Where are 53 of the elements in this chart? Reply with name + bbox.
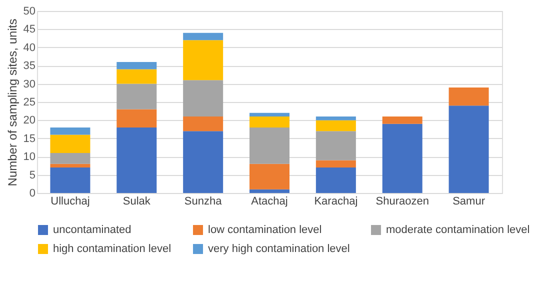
y-axis-title: Number of sampling sites, units xyxy=(5,18,20,186)
y-tick-label: 0 xyxy=(29,188,36,200)
bar xyxy=(183,32,224,40)
bar xyxy=(316,120,356,132)
bar xyxy=(250,112,290,117)
y-tick-label: 10 xyxy=(23,151,36,164)
legend-label: very high contamination level xyxy=(208,243,350,255)
bar xyxy=(116,84,157,110)
bar xyxy=(50,134,90,153)
bar xyxy=(448,106,489,193)
x-tick-label: Atachaj xyxy=(251,196,288,208)
bar xyxy=(50,127,90,135)
bar xyxy=(116,127,157,193)
bar xyxy=(183,40,224,80)
bar xyxy=(50,168,90,193)
bar xyxy=(183,80,224,117)
bar xyxy=(116,62,157,70)
x-tick-label: Samur xyxy=(452,196,486,208)
bar xyxy=(183,131,224,193)
bar xyxy=(250,127,290,164)
bar xyxy=(448,87,489,106)
bar xyxy=(250,116,290,128)
y-tick-label: 25 xyxy=(23,96,36,108)
bar xyxy=(316,116,356,120)
x-tick-label: Ulluchaj xyxy=(50,196,90,208)
y-tick-label: 30 xyxy=(23,78,36,90)
bar xyxy=(50,164,90,168)
x-tick-label: Sunzha xyxy=(184,196,223,208)
bar xyxy=(316,131,356,160)
bar xyxy=(382,124,422,193)
bar xyxy=(116,109,157,128)
x-tick-label: Karachaj xyxy=(314,196,358,208)
x-tick-label: Sulak xyxy=(122,196,151,208)
y-tick-label: 35 xyxy=(23,60,36,72)
legend-label: uncontaminated xyxy=(53,224,132,236)
y-tick-label: 45 xyxy=(23,24,36,36)
bar xyxy=(250,189,290,193)
y-tick-label: 15 xyxy=(23,132,36,145)
y-tick-label: 5 xyxy=(29,169,36,182)
y-tick-label: 40 xyxy=(23,42,36,54)
bar xyxy=(250,164,290,190)
bar xyxy=(116,69,157,84)
legend-label: high contamination level xyxy=(53,243,172,255)
legend-label: low contamination level xyxy=(208,224,322,236)
y-tick-label: 50 xyxy=(23,6,36,18)
bar xyxy=(316,160,356,168)
x-tick-label: Shuraozen xyxy=(376,196,429,208)
legend-label: moderate contamination level xyxy=(386,224,530,236)
bar xyxy=(50,152,90,164)
bar xyxy=(316,168,356,193)
bar xyxy=(382,116,422,124)
y-tick-label: 20 xyxy=(23,114,36,127)
bar xyxy=(183,116,224,132)
